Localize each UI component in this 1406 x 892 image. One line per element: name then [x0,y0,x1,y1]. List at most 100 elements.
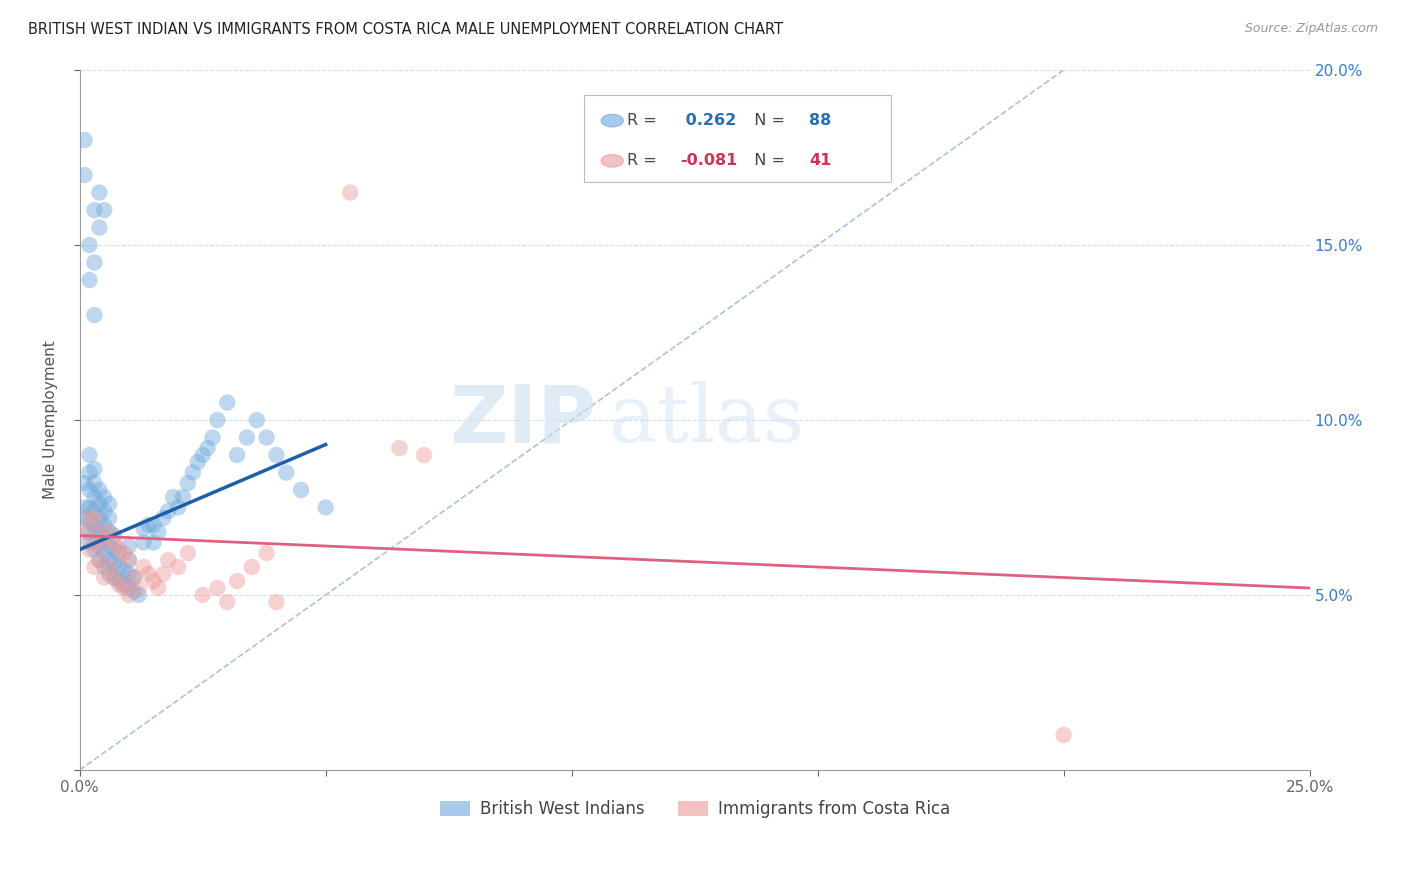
Point [89,186,111,200]
Text: atlas: atlas [609,381,804,459]
Point [290,483,312,497]
Point [118,567,141,582]
Point [89,497,111,511]
Point [79,448,101,462]
Point [89,511,111,525]
Point [83,462,105,476]
Point [73,500,96,515]
Point [89,524,111,539]
Point [73,511,96,525]
Point [197,441,219,455]
Point [162,490,184,504]
Point [112,564,135,578]
Point [148,581,170,595]
Point [207,581,229,595]
Point [167,500,190,515]
Point [83,511,105,525]
Point [118,553,141,567]
Point [108,560,131,574]
Circle shape [602,114,623,127]
Point [152,567,174,582]
Point [108,574,131,588]
Point [89,220,111,235]
Point [207,413,229,427]
Point [217,595,239,609]
Point [128,581,150,595]
Y-axis label: Male Unemployment: Male Unemployment [44,341,58,500]
Point [142,518,165,533]
Point [98,511,121,525]
Point [93,560,115,574]
Point [122,570,145,584]
Point [246,413,269,427]
Point [339,186,361,200]
Point [79,500,101,515]
Point [103,570,125,584]
Point [413,448,436,462]
Point [112,577,135,591]
FancyBboxPatch shape [583,95,891,182]
Point [89,553,111,567]
Point [79,273,101,287]
Point [138,567,160,582]
Point [152,511,174,525]
Point [83,542,105,557]
Point [73,168,96,182]
Point [73,476,96,491]
Point [83,202,105,217]
Point [79,524,101,539]
Point [112,546,135,560]
Point [240,560,263,574]
Text: N =: N = [744,153,790,169]
Point [132,560,155,574]
Point [83,308,105,322]
Point [83,535,105,549]
Point [98,553,121,567]
Point [103,542,125,557]
Point [142,535,165,549]
Point [157,553,180,567]
Point [118,539,141,553]
Point [98,567,121,582]
Point [276,466,298,480]
Point [83,560,105,574]
Point [98,524,121,539]
Point [103,535,125,549]
Point [256,546,278,560]
Text: 88: 88 [808,113,831,128]
Text: 0.262: 0.262 [681,113,737,128]
Point [191,448,214,462]
Point [73,524,96,539]
Point [93,570,115,584]
Point [191,588,214,602]
Point [103,528,125,542]
Point [83,476,105,491]
Text: 41: 41 [808,153,831,169]
Point [128,588,150,602]
Point [89,553,111,567]
Point [89,524,111,539]
Point [167,560,190,574]
Point [98,524,121,539]
Point [98,560,121,574]
Point [93,518,115,533]
Point [108,577,131,591]
Point [79,515,101,529]
Point [79,483,101,497]
Point [157,504,180,518]
Point [122,570,145,584]
Point [103,557,125,571]
Point [83,255,105,269]
Legend: British West Indians, Immigrants from Costa Rica: British West Indians, Immigrants from Co… [433,793,956,825]
Point [181,466,204,480]
Point [98,539,121,553]
Point [83,504,105,518]
Point [93,504,115,518]
Text: Source: ZipAtlas.com: Source: ZipAtlas.com [1244,22,1378,36]
Point [148,524,170,539]
Point [1053,728,1076,742]
Point [226,574,249,588]
Point [93,202,115,217]
Point [79,511,101,525]
Point [236,431,259,445]
